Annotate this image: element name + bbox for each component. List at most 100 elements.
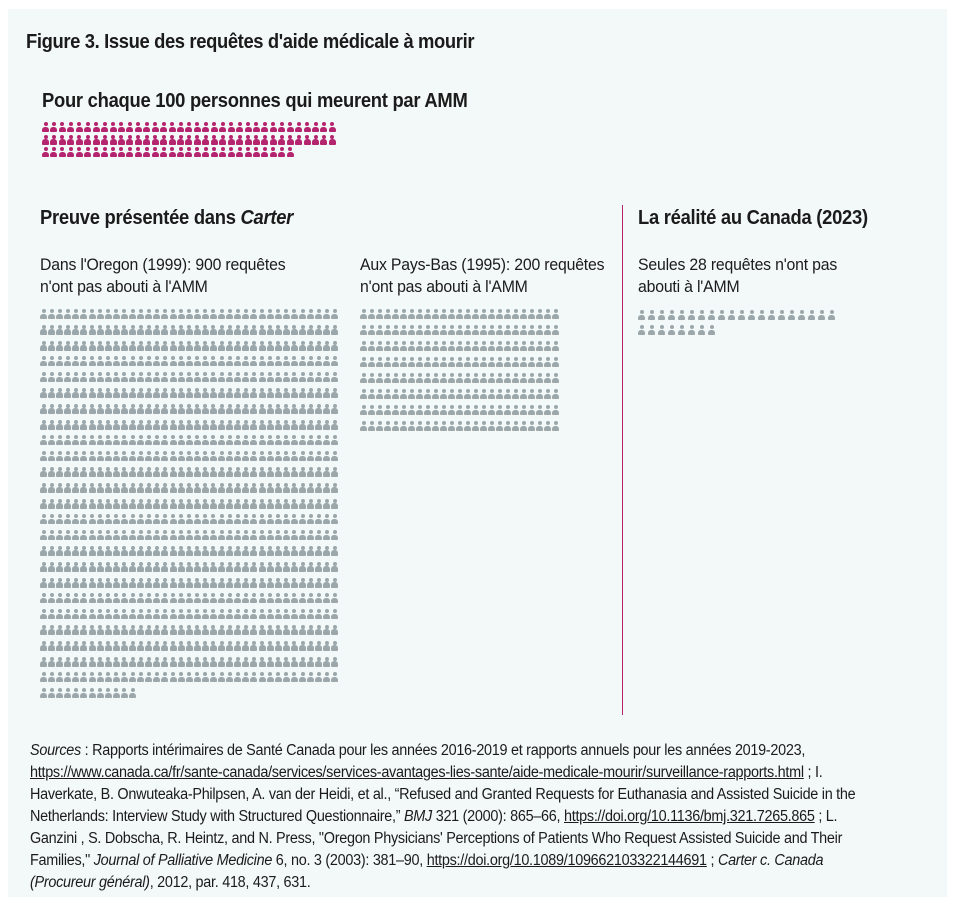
- person-icon: [202, 122, 210, 132]
- person-icon: [266, 530, 274, 541]
- person-icon: [96, 387, 104, 398]
- person-icon: [137, 577, 145, 588]
- person-icon: [504, 309, 511, 319]
- person-icon: [96, 340, 104, 351]
- sources-text-1: : Rapports intérimaires de Santé Canada …: [80, 742, 806, 759]
- person-icon: [104, 514, 112, 525]
- person-icon: [50, 134, 58, 145]
- person-icon: [80, 435, 88, 446]
- person-icon: [282, 545, 290, 556]
- person-icon: [282, 372, 290, 383]
- person-icon: [112, 561, 120, 572]
- person-icon: [56, 577, 64, 588]
- person-icon: [448, 325, 455, 335]
- person-icon: [496, 373, 503, 383]
- person-icon: [185, 122, 193, 132]
- person-icon: [160, 147, 168, 157]
- person-icon: [307, 324, 315, 335]
- person-icon: [209, 561, 217, 572]
- person-icon: [432, 421, 439, 431]
- person-icon: [266, 545, 274, 556]
- person-icon: [258, 309, 266, 319]
- person-icon: [96, 640, 104, 651]
- person-icon: [299, 514, 306, 525]
- person-icon: [266, 324, 274, 335]
- person-icon: [80, 340, 88, 351]
- person-icon: [218, 435, 226, 446]
- person-icon: [120, 656, 128, 667]
- section-divider: [622, 205, 623, 715]
- person-icon: [129, 372, 137, 383]
- person-icon: [80, 324, 88, 335]
- person-icon: [193, 656, 201, 667]
- person-icon: [64, 640, 72, 651]
- person-icon: [96, 451, 104, 462]
- person-icon: [299, 356, 306, 367]
- person-icon: [56, 419, 64, 430]
- person-icon: [282, 593, 290, 604]
- person-icon: [137, 435, 145, 446]
- person-icon: [209, 530, 217, 541]
- person-icon: [536, 373, 543, 383]
- person-icon: [290, 530, 298, 541]
- person-icon: [137, 309, 145, 319]
- person-icon: [290, 672, 298, 683]
- person-icon: [226, 482, 234, 493]
- person-icon: [234, 609, 242, 620]
- person-icon: [169, 514, 177, 525]
- person-icon: [472, 373, 479, 383]
- person-icon: [368, 357, 375, 367]
- person-icon: [104, 435, 112, 446]
- bmj-doi-link[interactable]: https://doi.org/10.1136/bmj.321.7265.865: [563, 808, 815, 825]
- sources-text-7: , 2012, par. 418, 437, 631.: [149, 874, 311, 891]
- person-icon: [201, 372, 209, 383]
- health-canada-link[interactable]: https://www.canada.ca/fr/sante-canada/se…: [30, 764, 804, 781]
- person-icon: [40, 561, 47, 572]
- person-icon: [56, 609, 64, 620]
- person-icon: [544, 309, 551, 319]
- person-icon: [290, 545, 298, 556]
- person-icon: [472, 309, 479, 319]
- person-icon: [708, 310, 715, 320]
- person-icon: [274, 498, 282, 509]
- person-icon: [244, 122, 252, 132]
- person-icon: [331, 387, 339, 398]
- person-icon: [120, 435, 128, 446]
- person-icon: [250, 356, 258, 367]
- person-icon: [528, 357, 535, 367]
- person-icon: [758, 310, 765, 320]
- person-icon: [101, 147, 109, 157]
- palliative-doi-link[interactable]: https://doi.org/10.1089/1096621033221446…: [426, 852, 707, 869]
- person-icon: [416, 421, 423, 431]
- person-icon: [286, 147, 294, 157]
- person-icon: [242, 435, 250, 446]
- person-icon: [282, 387, 290, 398]
- person-icon: [209, 451, 217, 462]
- person-icon: [552, 309, 559, 319]
- person-icon: [185, 466, 193, 477]
- person-icon: [169, 577, 177, 588]
- person-icon: [331, 672, 339, 683]
- person-icon: [109, 122, 117, 132]
- person-icon: [226, 435, 234, 446]
- person-icon: [472, 389, 479, 399]
- sources-text-2: ; I. Haverkate, B. Onwuteaka-Philpsen, A…: [30, 764, 856, 825]
- person-icon: [88, 372, 96, 383]
- person-icon: [48, 530, 56, 541]
- person-icon: [193, 147, 201, 157]
- person-icon: [145, 466, 153, 477]
- person-icon: [504, 389, 511, 399]
- person-icon: [307, 577, 315, 588]
- person-icon: [234, 498, 242, 509]
- person-icon: [153, 451, 161, 462]
- person-icon: [153, 419, 161, 430]
- person-icon: [120, 356, 128, 367]
- person-icon: [528, 421, 535, 431]
- person-icon: [290, 593, 298, 604]
- person-icon: [72, 561, 80, 572]
- person-icon: [236, 122, 244, 132]
- person-icon: [218, 561, 226, 572]
- person-icon: [242, 530, 250, 541]
- person-icon: [544, 341, 551, 351]
- person-icon: [64, 609, 72, 620]
